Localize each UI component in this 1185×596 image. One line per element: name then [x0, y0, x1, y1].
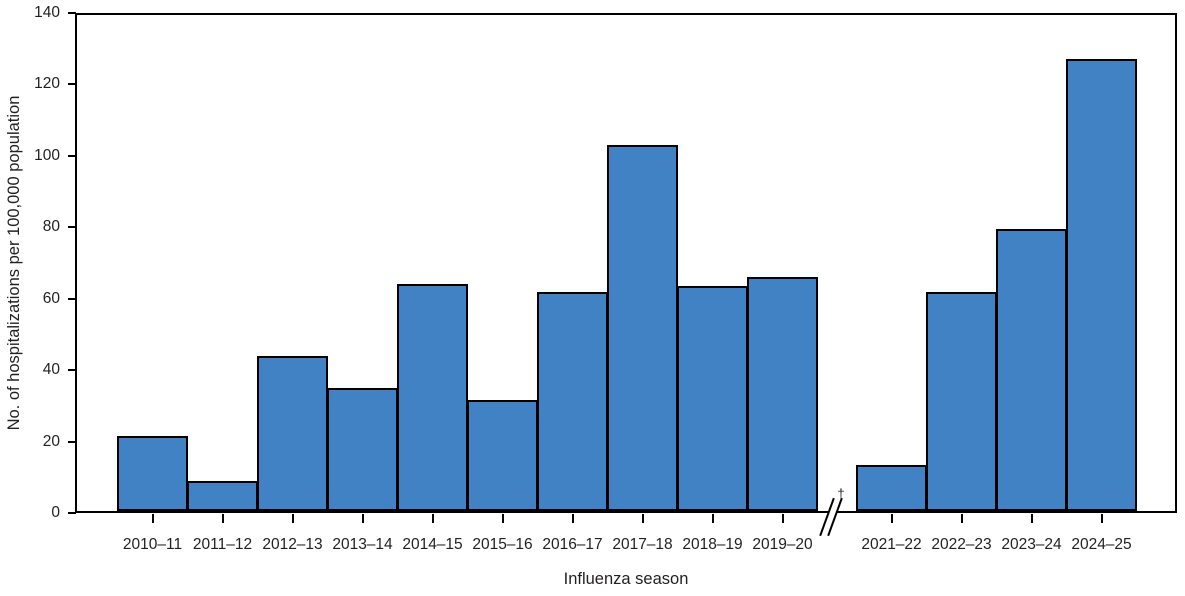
x-tick-label: 2012–13: [262, 536, 323, 553]
x-tick-label: 2024–25: [1071, 536, 1132, 553]
bar-2010-11: [117, 436, 188, 511]
x-tick: [781, 514, 784, 523]
x-tick: [431, 514, 434, 523]
x-axis-title: Influenza season: [563, 570, 689, 588]
x-tick: [641, 514, 644, 523]
y-tick-label: 100: [34, 146, 60, 164]
x-tick-label: 2022–23: [931, 536, 992, 553]
y-tick-label: 120: [34, 75, 60, 93]
x-tick-label: 2019–20: [752, 536, 813, 553]
x-tick: [291, 514, 294, 523]
bar-2022-23: [926, 292, 997, 511]
y-tick: [68, 512, 76, 514]
y-tick: [68, 440, 76, 443]
x-tick-label: 2011–12: [192, 536, 253, 553]
x-tick-label: 2023–24: [1001, 536, 1062, 553]
x-tick: [1030, 514, 1033, 523]
x-tick: [221, 514, 224, 523]
x-tick: [890, 514, 893, 523]
y-tick: [68, 83, 76, 86]
y-tick: [68, 297, 76, 300]
x-tick-label: 2017–18: [612, 536, 673, 553]
bar-2021-22: [856, 465, 927, 511]
x-tick-label: 2016–17: [542, 536, 603, 553]
bar-2016-17: [537, 292, 608, 511]
x-tick-label: 2018–19: [682, 536, 743, 553]
y-axis-title: No. of hospitalizations per 100,000 popu…: [5, 95, 23, 431]
bar-2013-14: [327, 388, 398, 511]
x-tick: [960, 514, 963, 523]
plot-area: [75, 13, 1177, 513]
dagger-footnote-marker: †: [837, 486, 845, 501]
bar-2024-25: [1066, 59, 1137, 511]
y-tick-label: 60: [42, 289, 60, 307]
bar-2015-16: [467, 400, 538, 511]
y-tick: [68, 226, 76, 229]
y-tick-label: 80: [42, 218, 60, 236]
bar-2017-18: [607, 145, 678, 511]
x-tick: [571, 514, 574, 523]
bar-2012-13: [257, 356, 328, 511]
x-tick: [151, 514, 154, 523]
y-tick-label: 20: [42, 432, 60, 450]
y-tick-label: 0: [51, 504, 60, 521]
bar-2023-24: [996, 229, 1067, 511]
x-tick-label: 2010–11: [122, 536, 183, 553]
x-tick-label: 2013–14: [332, 536, 393, 553]
y-tick-label: 140: [34, 4, 60, 21]
y-tick-label: 40: [42, 361, 60, 379]
x-tick-label: 2015–16: [472, 536, 533, 553]
x-tick-label: 2014–15: [402, 536, 463, 553]
bar-2018-19: [677, 286, 748, 511]
x-tick-label: 2021–22: [861, 536, 922, 553]
bar-2011-12: [187, 481, 258, 511]
x-tick: [361, 514, 364, 523]
y-tick: [68, 154, 76, 157]
y-tick: [68, 369, 76, 372]
x-tick: [501, 514, 504, 523]
y-tick: [68, 12, 76, 14]
x-tick: [711, 514, 714, 523]
x-tick: [1100, 514, 1103, 523]
bar-2014-15: [397, 284, 468, 511]
bar-2019-20: [747, 277, 818, 511]
